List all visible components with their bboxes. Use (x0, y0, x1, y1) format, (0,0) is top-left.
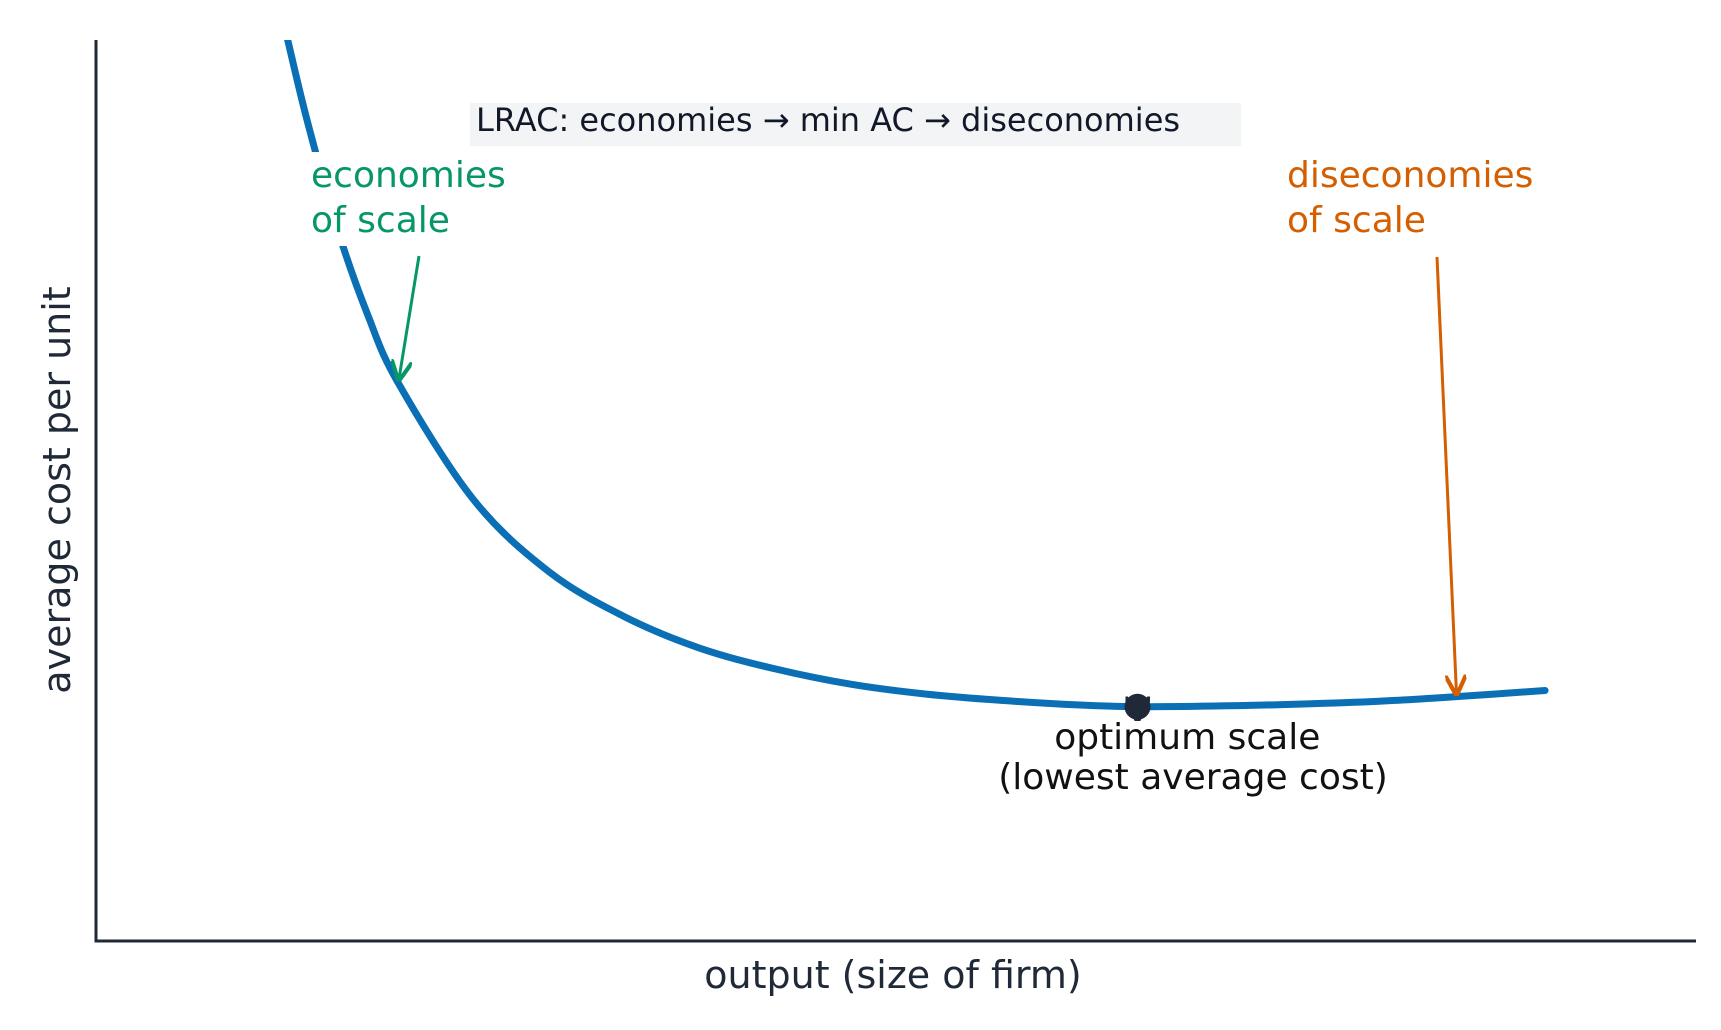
optimum-label-line1: optimum scale (1054, 717, 1320, 758)
economies-label: economies of scale (311, 155, 517, 241)
summary-box-text: LRAC: economies → min AC → diseconomies (476, 101, 1180, 139)
diseconomies-arrow (1435, 256, 1456, 694)
summary-box (470, 103, 1241, 146)
economies-label-background (300, 152, 530, 246)
optimum-point (1124, 693, 1151, 720)
y-axis-title: average cost per unit (35, 286, 79, 693)
diseconomies-label: diseconomies of scale (1287, 155, 1545, 241)
diseconomies-label-line1: diseconomies (1287, 155, 1533, 196)
economies-arrow (399, 255, 421, 379)
economies-label-line2: of scale (311, 200, 450, 241)
optimum-label: optimum scale (lowest average cost) (998, 717, 1388, 798)
lrac-curve (284, 40, 1549, 711)
diseconomies-label-line2: of scale (1287, 200, 1426, 241)
optimum-label-line2: (lowest average cost) (998, 757, 1388, 798)
economies-label-line1: economies (311, 155, 506, 196)
x-axis-title: output (size of firm) (704, 953, 1081, 997)
